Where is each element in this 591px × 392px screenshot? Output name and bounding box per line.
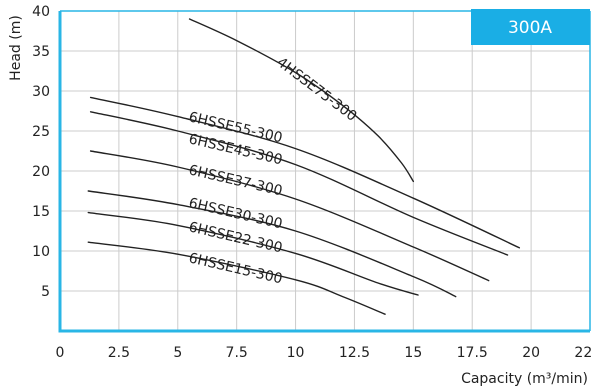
curve-4hsse75-300 — [188, 18, 415, 183]
badge-label: 300A — [508, 18, 552, 38]
y-tick-label-25: 25 — [32, 124, 50, 140]
curve-6hsse45-300 — [89, 111, 509, 256]
curve-label-6hsse15-300: 6HSSE15-300 — [187, 250, 284, 287]
curve-6hsse22-300 — [87, 211, 419, 296]
y-tick-label-5: 5 — [41, 284, 50, 300]
y-tick-label-15: 15 — [32, 204, 50, 220]
curve-label-6hsse37-300: 6HSSE37-300 — [187, 162, 284, 199]
y-tick-label-10: 10 — [32, 244, 50, 260]
y-tick-label-35: 35 — [32, 44, 50, 60]
x-tick-label-5: 5 — [173, 345, 182, 361]
curve-6hsse15-300 — [87, 241, 386, 315]
x-tick-label-10: 10 — [287, 345, 305, 361]
y-tick-label-30: 30 — [32, 84, 50, 100]
curves — [87, 18, 521, 315]
x-tick-label-20: 20 — [522, 345, 540, 361]
x-tick-label-22-5: 22.5 — [574, 345, 591, 361]
curve-6hsse55-300 — [89, 96, 521, 249]
x-tick-label-0: 0 — [56, 345, 65, 361]
tick-labels: 0 2.5 5 7.5 10 12.5 15 17.5 20 22.5 5 10 15 20 25 30 35 4… — [32, 4, 591, 361]
y-tick-label-20: 20 — [32, 164, 50, 180]
badge-background — [471, 9, 590, 45]
y-axis-label: Head (m) — [8, 15, 24, 81]
x-axis-label: Capacity (m³/min) — [461, 371, 588, 387]
x-tick-label-7-5: 7.5 — [226, 345, 248, 361]
x-tick-label-12-5: 12.5 — [339, 345, 370, 361]
curve-6hsse37-300 — [89, 150, 490, 282]
y-tick-label-40: 40 — [32, 4, 50, 20]
x-tick-label-15: 15 — [404, 345, 422, 361]
grid — [60, 11, 590, 331]
curve-label-4hsse75-300: 4HSSE75-300 — [274, 54, 360, 124]
curve-6hsse30-300 — [87, 190, 457, 298]
axes — [58, 10, 591, 333]
badge: 300A — [471, 9, 590, 45]
x-tick-label-2-5: 2.5 — [108, 345, 130, 361]
x-tick-label-17-5: 17.5 — [457, 345, 488, 361]
